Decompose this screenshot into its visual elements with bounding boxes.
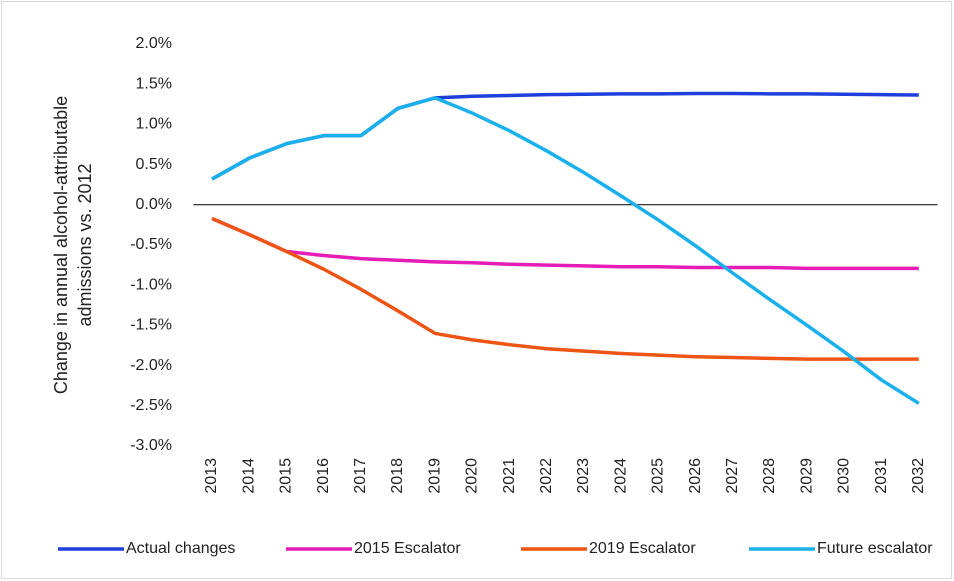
x-tick-label: 2015 bbox=[278, 458, 295, 494]
x-tick-label: 2029 bbox=[798, 458, 815, 494]
legend-label: 2019 Escalator bbox=[589, 540, 696, 557]
y-tick-label: -1.5% bbox=[130, 317, 172, 334]
series-line bbox=[211, 96, 920, 405]
x-tick-label: 2019 bbox=[426, 458, 443, 494]
x-tick-label: 2021 bbox=[501, 458, 518, 494]
series-line bbox=[211, 216, 919, 271]
y-axis-label: Change in annual alcohol-attributable bbox=[51, 96, 71, 394]
x-tick-label: 2025 bbox=[650, 458, 667, 494]
y-tick-label: -2.0% bbox=[130, 357, 172, 374]
legend-label: 2015 Escalator bbox=[354, 540, 461, 557]
x-tick-label: 2016 bbox=[315, 458, 332, 494]
x-tick-label: 2022 bbox=[538, 458, 555, 494]
x-tick-label: 2017 bbox=[352, 458, 369, 494]
x-tick-label: 2013 bbox=[203, 458, 220, 494]
x-tick-label: 2014 bbox=[240, 458, 257, 494]
x-tick-label: 2027 bbox=[724, 458, 741, 494]
y-tick-label: 0.0% bbox=[136, 196, 172, 213]
legend-label: Future escalator bbox=[817, 540, 933, 557]
y-tick-label: -1.0% bbox=[130, 276, 172, 293]
y-tick-label: 1.0% bbox=[136, 116, 172, 133]
x-tick-label: 2020 bbox=[464, 458, 481, 494]
legend-label: Actual changes bbox=[126, 540, 235, 557]
x-tick-label: 2028 bbox=[761, 458, 778, 494]
x-tick-label: 2018 bbox=[389, 458, 406, 494]
x-tick-label: 2030 bbox=[836, 458, 853, 494]
series-line bbox=[211, 216, 919, 361]
y-tick-label: -2.5% bbox=[130, 397, 172, 414]
x-tick-label: 2024 bbox=[612, 458, 629, 494]
x-tick-label: 2026 bbox=[687, 458, 704, 494]
x-tick-label: 2031 bbox=[873, 458, 890, 494]
y-tick-label: 0.5% bbox=[136, 156, 172, 173]
x-tick-label: 2032 bbox=[910, 458, 927, 494]
y-tick-label: 1.5% bbox=[136, 75, 172, 92]
y-axis-label: admissions vs. 2012 bbox=[75, 163, 95, 326]
y-tick-label: 2.0% bbox=[136, 35, 172, 52]
y-tick-label: -3.0% bbox=[130, 437, 172, 454]
x-tick-label: 2023 bbox=[575, 458, 592, 494]
y-tick-label: -0.5% bbox=[130, 236, 172, 253]
